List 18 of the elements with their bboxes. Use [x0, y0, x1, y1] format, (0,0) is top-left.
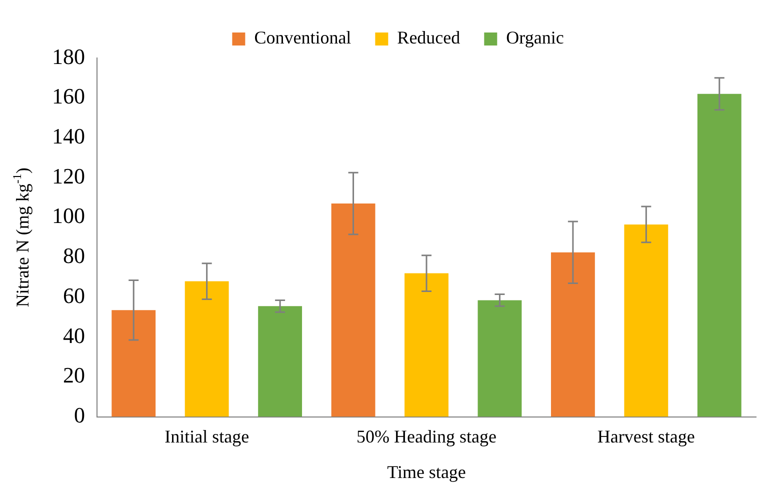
legend-label: Conventional: [254, 28, 352, 48]
legend-label: Reduced: [397, 28, 460, 48]
y-tick-label: 140: [52, 124, 85, 149]
x-tick-label: Harvest stage: [597, 426, 695, 446]
y-tick-label: 100: [52, 203, 85, 228]
x-tick-label: Initial stage: [164, 426, 250, 446]
y-axis-title: Nitrate N (mg kg-1): [10, 168, 33, 308]
legend-label: Organic: [506, 28, 564, 48]
y-tick-label: 20: [63, 362, 85, 388]
y-tick-label: 160: [52, 84, 85, 109]
y-tick-label: 60: [63, 282, 85, 308]
y-tick-label: 80: [63, 243, 85, 268]
x-tick-label: 50% Heading stage: [356, 426, 496, 446]
x-axis-title: Time stage: [387, 462, 466, 482]
y-tick-label: 180: [52, 44, 85, 69]
y-tick-label: 40: [63, 322, 85, 348]
y-tick-label: 120: [52, 163, 85, 188]
y-tick-label: 0: [74, 402, 85, 428]
